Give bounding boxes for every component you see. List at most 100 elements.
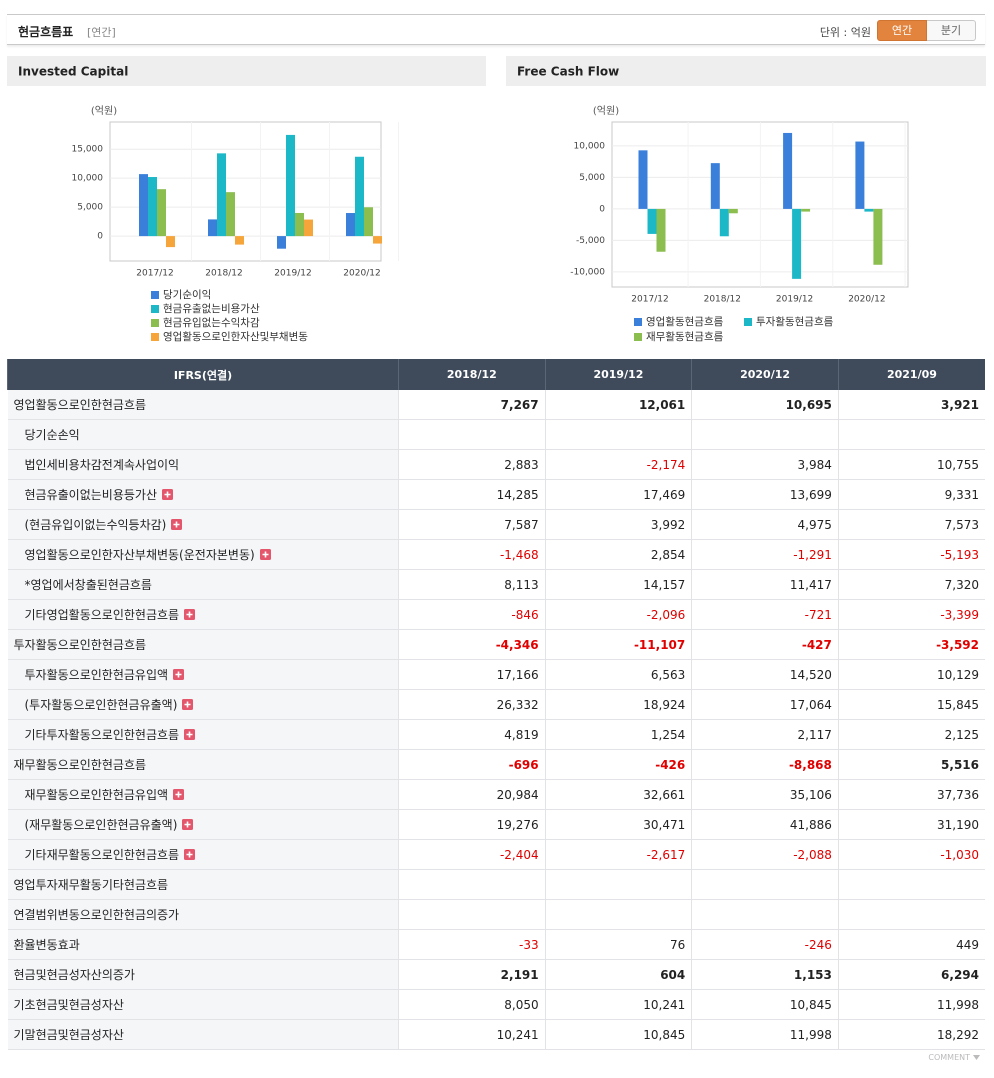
period-tab[interactable]: 분기	[927, 20, 976, 41]
value: -11,107	[633, 637, 686, 652]
value-cell: 17,064	[691, 689, 839, 720]
value-cell	[837, 419, 985, 450]
expand-icon[interactable]	[182, 819, 194, 830]
value-cell: 604	[544, 959, 692, 990]
expand-icon-plus[interactable]	[164, 491, 171, 498]
expand-icon-plus[interactable]	[186, 611, 193, 618]
value-cell: -8,868	[691, 749, 839, 780]
table-row: (현금유입이없는수익등차감) 7,587 3,992 4,975 7,573	[7, 509, 985, 540]
row-label-cell: 영업투자재무활동기타현금흐름	[7, 869, 399, 900]
row-label: 투자활동으로인한현금유입액	[24, 668, 169, 682]
comment-label[interactable]: COMMENT	[928, 1053, 970, 1062]
value: 14,520	[789, 667, 832, 682]
value-cell: -11,107	[544, 629, 692, 660]
value-cell: 12,061	[544, 390, 692, 420]
value-cell: 2,883	[398, 449, 546, 480]
expand-icon[interactable]	[184, 729, 196, 740]
expand-icon[interactable]	[171, 519, 183, 530]
value: 1,153	[793, 967, 832, 982]
bar	[166, 236, 175, 248]
legend-label: 투자활동현금흐름	[756, 315, 834, 328]
value-cell: -3,399	[837, 599, 985, 630]
table-row: 기타영업활동으로인한현금흐름 -846 -2,096 -721 -3,399	[7, 599, 985, 630]
expand-icon[interactable]	[173, 669, 185, 680]
value-cell: -2,617	[544, 839, 692, 870]
expand-icon-plus[interactable]	[186, 731, 193, 738]
expand-icon-plus[interactable]	[186, 851, 193, 858]
row-label-cell: 재무활동으로인한현금유입액	[7, 779, 399, 810]
value: 2,883	[504, 457, 539, 472]
row-label: (현금유입이없는수익등차감)	[24, 518, 167, 532]
value-cell: -721	[691, 599, 839, 630]
expand-icon-plus[interactable]	[175, 671, 182, 678]
value-cell: 3,921	[837, 390, 985, 420]
bar	[217, 153, 226, 237]
comment-toggle[interactable]: COMMENT	[928, 1053, 980, 1062]
row-label: 현금및현금성자산의증가	[13, 968, 135, 982]
row-label: (투자활동으로인한현금유출액)	[24, 698, 178, 712]
bar	[286, 134, 295, 237]
row-label-cell: *영업에서창출된현금흐름	[7, 569, 399, 600]
table-row: 재무활동으로인한현금흐름 -696 -426 -8,868 5,516	[7, 749, 985, 780]
bar	[277, 236, 286, 249]
bar	[792, 208, 802, 279]
value: 10,845	[789, 997, 832, 1012]
expand-icon[interactable]	[184, 849, 196, 860]
expand-icon-plus[interactable]	[175, 791, 182, 798]
row-label-cell: 당기순손익	[7, 419, 399, 450]
value-cell: 11,998	[691, 1019, 839, 1050]
table-row: 영업투자재무활동기타현금흐름	[7, 869, 985, 900]
table-row: 투자활동으로인한현금흐름 -4,346 -11,107 -427 -3,592	[7, 629, 985, 660]
cash-flow-table: IFRS(연결) 2018/12 2019/12 2020/12 2021/09 영업활동…	[7, 359, 985, 1050]
row-label: *영업에서창출된현금흐름	[24, 578, 152, 592]
value-cell: 18,924	[544, 689, 692, 720]
x-tick-label: 2020/12	[848, 295, 885, 305]
expand-icon-plus[interactable]	[184, 821, 191, 828]
bar	[208, 219, 217, 237]
expand-icon[interactable]	[259, 549, 271, 560]
expand-icon[interactable]	[182, 699, 194, 710]
expand-icon-plus[interactable]	[184, 701, 191, 708]
row-label-cell: 현금유출이없는비용등가산	[7, 479, 399, 510]
bar	[647, 208, 657, 234]
expand-icon[interactable]	[184, 609, 196, 620]
value: 17,469	[643, 487, 686, 502]
expand-icon-plus[interactable]	[262, 551, 269, 558]
table-row: 기타재무활동으로인한현금흐름 -2,404 -2,617 -2,088 -1,030	[7, 839, 985, 870]
row-label-cell: 기말현금및현금성자산	[7, 1019, 399, 1050]
table-row: 현금및현금성자산의증가 2,191 604 1,153 6,294	[7, 959, 985, 990]
table-row: 영업활동으로인한현금흐름 7,267 12,061 10,695 3,921	[7, 390, 985, 420]
legend-swatch	[151, 305, 159, 313]
value: 4,975	[797, 517, 832, 532]
value-cell: 4,975	[691, 509, 839, 540]
value: 10,129	[937, 667, 979, 682]
period-tab[interactable]: 연간	[877, 20, 927, 41]
value: 7,587	[504, 517, 539, 532]
value-cell: -426	[544, 749, 692, 780]
expand-icon[interactable]	[161, 489, 173, 500]
value: 10,241	[496, 1027, 539, 1042]
value-cell: 10,845	[691, 989, 839, 1020]
row-label: 법인세비용차감전계속사업이익	[24, 458, 180, 472]
value-cell: -1,291	[691, 539, 839, 570]
row-label: 연결범위변동으로인한현금의증가	[13, 908, 180, 922]
y-axis-label: (억원)	[593, 105, 619, 117]
expand-icon[interactable]	[173, 789, 185, 800]
chart-title: Invested Capital	[18, 65, 128, 79]
comment-arrow[interactable]	[973, 1055, 980, 1060]
value: -1,291	[793, 547, 832, 562]
legend-swatch	[744, 318, 752, 326]
value: -8,868	[788, 757, 832, 772]
bar	[719, 208, 729, 237]
value: 5,516	[941, 757, 979, 772]
row-label-cell: 현금및현금성자산의증가	[7, 959, 399, 990]
value-cell	[691, 899, 839, 930]
table-row: 현금유출이없는비용등가산 14,285 17,469 13,699 9,331	[7, 479, 985, 510]
value: 2,117	[797, 727, 832, 742]
expand-icon-plus[interactable]	[173, 521, 180, 528]
value-cell: 20,984	[398, 779, 546, 810]
value: 7,320	[944, 577, 979, 592]
value-cell: 7,320	[837, 569, 985, 600]
x-tick-label: 2019/12	[274, 269, 311, 279]
